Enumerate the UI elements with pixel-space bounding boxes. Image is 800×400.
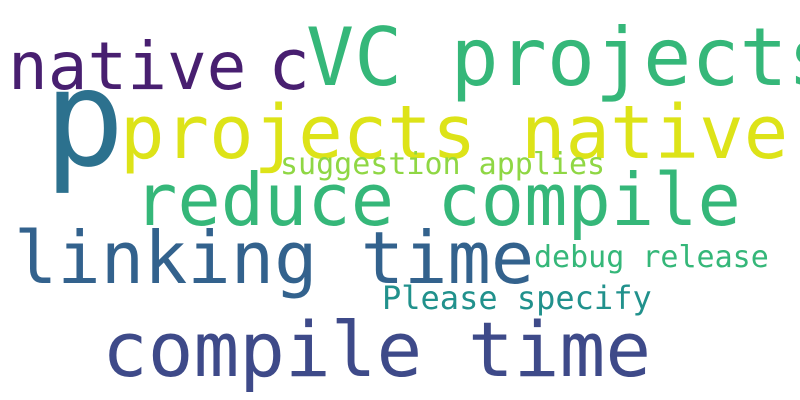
word-suggestion-applies: suggestion applies bbox=[280, 147, 606, 182]
word-linking-time: linking time bbox=[14, 216, 535, 300]
word-please-specify: Please specify bbox=[382, 279, 652, 317]
word-debug-release: debug release bbox=[534, 240, 769, 275]
word-projects-native: projects native bbox=[120, 90, 789, 176]
word-reduce-compile: reduce compile bbox=[134, 158, 741, 242]
word-c: c bbox=[268, 24, 311, 106]
word-compile-time: compile time bbox=[102, 305, 652, 394]
word-native: native bbox=[8, 28, 247, 105]
word-vc-projects: VC projects bbox=[306, 11, 800, 104]
word-p: p bbox=[44, 41, 125, 197]
